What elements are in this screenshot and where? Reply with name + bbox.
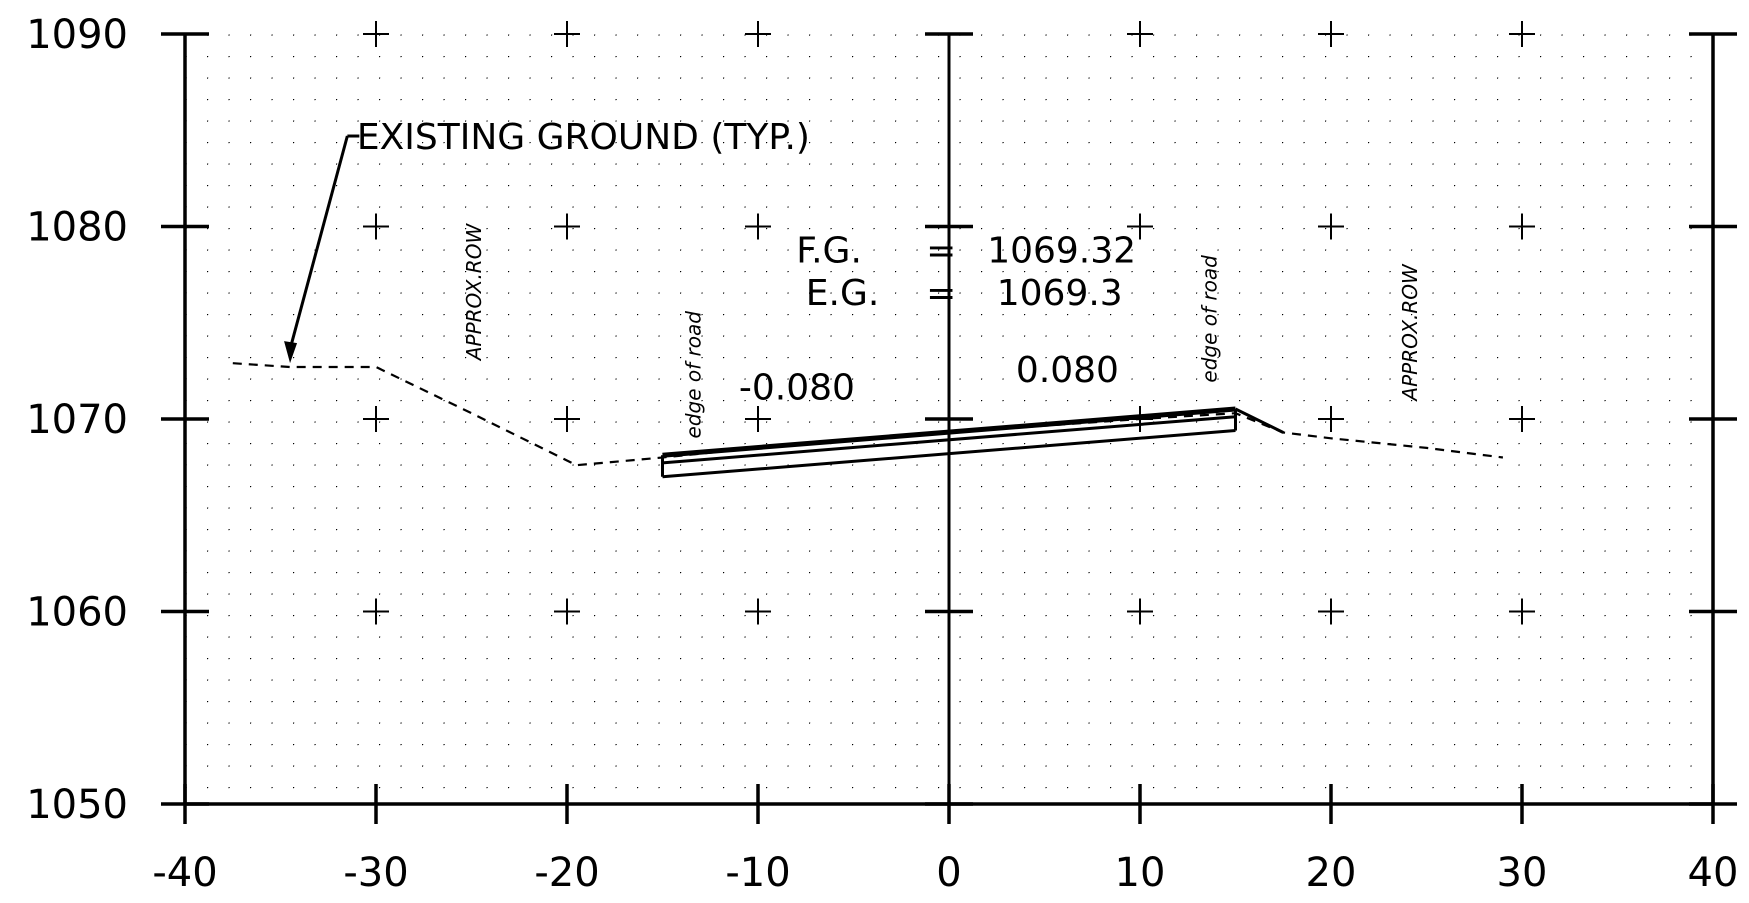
y-tick-label: 1070 bbox=[26, 397, 128, 443]
leader-line bbox=[288, 135, 349, 350]
x-tick-label: 40 bbox=[1688, 850, 1739, 896]
annotation-text: E.G. bbox=[806, 273, 880, 314]
annotation-text: 1069.32 bbox=[987, 231, 1136, 272]
annotation-text: EXISTING GROUND (TYP.) bbox=[357, 117, 810, 158]
x-tick-label: -30 bbox=[343, 850, 408, 896]
vertical-label: edge of road bbox=[682, 311, 706, 439]
x-tick-label: 0 bbox=[936, 850, 961, 896]
annotation-text: = bbox=[926, 273, 956, 314]
x-tick-label: -10 bbox=[725, 850, 790, 896]
y-tick-label: 1050 bbox=[26, 782, 128, 828]
x-tick-label: -40 bbox=[152, 850, 217, 896]
y-tick-label: 1060 bbox=[26, 590, 128, 636]
y-tick-label: 1090 bbox=[26, 12, 128, 58]
annotation-text: 1069.3 bbox=[997, 273, 1123, 314]
pavement-line-2 bbox=[662, 415, 1236, 465]
annotation-text: -0.080 bbox=[739, 367, 855, 408]
vertical-label: edge of road bbox=[1197, 255, 1221, 383]
x-tick-label: -20 bbox=[534, 850, 599, 896]
pavement-edge-segment bbox=[1234, 407, 1284, 434]
vertical-label: APPROX.ROW bbox=[1398, 263, 1422, 403]
pavement-line-3 bbox=[662, 429, 1236, 479]
pavement-line-1 bbox=[662, 406, 1236, 458]
vertical-label: APPROX.ROW bbox=[462, 223, 486, 363]
annotation-text: F.G. bbox=[796, 231, 862, 272]
annotation-text: 0.080 bbox=[1016, 350, 1119, 391]
y-tick-label: 1080 bbox=[26, 205, 128, 251]
leader-arrowhead bbox=[284, 341, 298, 364]
x-tick-label: 10 bbox=[1115, 850, 1166, 896]
annotation-text: = bbox=[926, 231, 956, 272]
x-tick-label: 30 bbox=[1497, 850, 1548, 896]
x-tick-label: 20 bbox=[1306, 850, 1357, 896]
